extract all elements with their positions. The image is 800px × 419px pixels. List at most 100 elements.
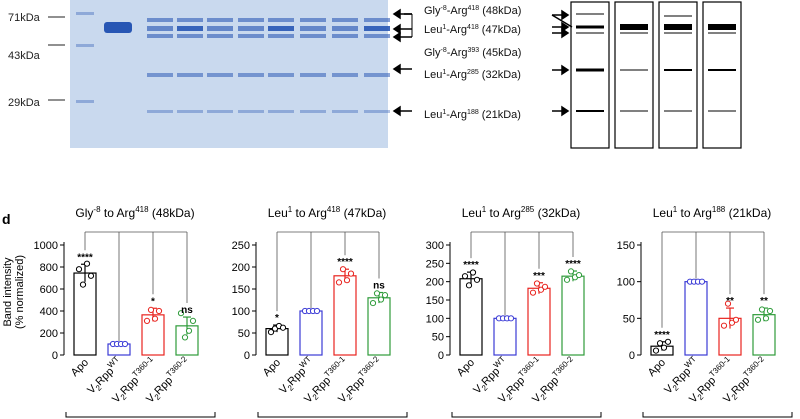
significance-label: **** [337,257,353,268]
y-tick-label: 0 [244,350,250,362]
data-point [181,334,189,341]
gel-band [104,22,132,33]
data-point [720,322,728,329]
bar [527,287,551,356]
schematic-lane [702,1,742,149]
significance-label: **** [654,330,670,341]
group-bracket [451,412,602,418]
data-point [473,276,481,283]
band-schematic [570,1,742,149]
x-tick-label: Apo [69,357,91,379]
band-label-leu1-arg285: Leu1-Arg285 (32kDa) [424,69,521,81]
data-point [762,315,770,322]
band-label-leu1-arg188: Leu1-Arg188 (21kDa) [424,109,521,121]
band-labels: Gly-8-Arg418 (48kDa) Leu1-Arg418 (47kDa)… [424,5,521,121]
y-tick-label: 200 [232,262,250,274]
data-point [660,344,668,351]
significance-label: **** [77,252,93,263]
group-bracket [257,412,408,418]
data-point [758,306,766,313]
data-point [537,286,545,293]
y-tick-label: 100 [426,313,444,325]
bar [684,281,708,356]
y-tick-label: 200 [426,277,444,289]
y-tick-label: 50 [623,313,635,325]
y-tick-label: 50 [238,328,250,340]
data-point [766,307,774,315]
significance-label: ns [373,281,385,292]
data-point [529,289,537,296]
significance-label: ** [760,296,768,307]
data-point [83,260,91,267]
data-point [87,272,95,279]
y-tick-label: 0 [52,350,58,362]
significance-label: **** [565,259,581,270]
data-point [75,266,83,273]
significance-label: * [151,296,155,307]
data-point [563,276,571,283]
bar [333,275,357,356]
data-point [155,307,163,315]
band-label-leu1-arg418: Leu1-Arg418 (47kDa) [424,24,521,36]
bar [459,278,483,356]
data-point [732,316,740,323]
data-point [664,338,672,345]
y-tick-label: 150 [617,240,635,252]
y-tick-label: 100 [617,277,635,289]
band-label-gly8-arg418: Gly-8-Arg418 (48kDa) [424,5,521,17]
chart-title: Leu1 to Arg285 (32kDa) [462,205,581,220]
marker-71: 71kDa [8,12,41,24]
group-bracket [65,412,216,418]
data-point [79,281,87,288]
data-point [267,329,275,336]
significance-label: *** [533,271,545,282]
y-tick-label: 250 [232,240,250,252]
chart-title: Leu1 to Arg418 (47kDa) [268,205,387,220]
data-point [189,317,197,324]
data-point [121,340,129,348]
panel-letter: d [2,211,11,227]
y-tick-label: 600 [40,284,58,296]
significance-label: * [275,313,279,324]
data-point [698,278,706,285]
data-point [369,299,377,307]
data-point [151,315,159,322]
schematic-lane [658,1,698,149]
y-tick-label: 400 [40,306,58,318]
y-tick-label: 800 [40,262,58,274]
data-point [567,268,575,275]
bar [493,317,517,356]
data-point [279,324,287,331]
data-point [377,296,385,303]
data-point [381,292,389,299]
y-tick-label: 100 [232,306,250,318]
data-point [373,290,381,297]
x-tick-label: Apo [261,357,283,379]
marker-29: 29kDa [8,97,41,109]
data-point [507,315,515,322]
group-bracket [642,412,793,418]
y-tick-label: 0 [629,350,635,362]
bar-chart-2: Leu1 to Arg418 (47kDa)050100150200250***… [232,205,408,418]
y-tick-label: 0 [438,350,444,362]
marker-43: 43kDa [8,50,41,62]
data-point [533,280,541,287]
y-tick-label: 250 [426,258,444,270]
data-point [724,300,732,307]
data-point [541,283,549,290]
gel-arrows [392,8,413,117]
data-point [339,266,347,273]
data-point [652,347,660,354]
y-tick-label: 300 [426,240,444,252]
gel-panel: 71kDa 43kDa 29kDa [8,0,390,148]
schematic-lane [570,1,610,149]
x-tick-label: Apo [646,357,668,379]
data-point [347,270,355,277]
y-tick-label: 200 [40,328,58,340]
y-tick-label: 50 [432,332,444,344]
data-point [335,279,343,286]
y-tick-label: 150 [426,295,444,307]
data-point [754,316,762,323]
